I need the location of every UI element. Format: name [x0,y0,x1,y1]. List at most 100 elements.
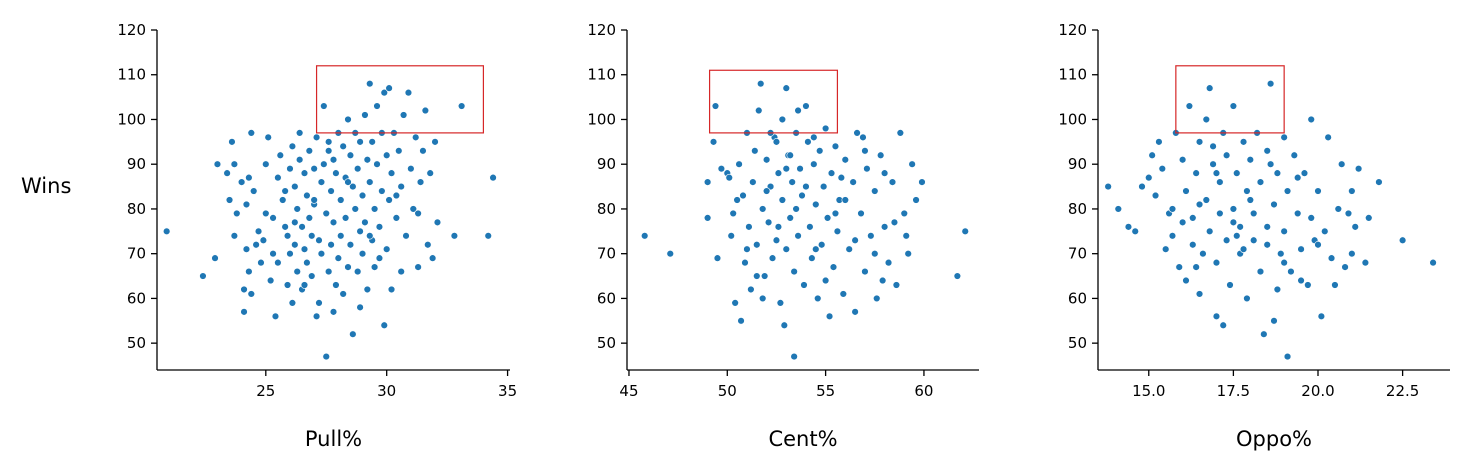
scatter-point [392,214,401,222]
scatter-point [363,156,372,164]
scatter-point [382,151,391,159]
scatter-point [274,173,282,182]
scatter-point [346,151,355,159]
scatter-point [709,138,718,146]
scatter-point [806,223,814,231]
scatter-point [293,267,301,276]
scatter-point [749,178,757,186]
scatter-point [1104,182,1112,191]
x-tick-label: 45 [619,382,638,400]
scatter-point [356,303,364,312]
scatter-point [245,267,253,276]
scatter-point [375,254,384,262]
scatter-point [242,200,251,209]
scatter-point [329,156,338,164]
y-tick-label: 70 [1068,245,1087,263]
scatter-point [774,169,783,177]
scatter-point [387,285,396,294]
scatter-point [317,178,326,186]
scatter-point [1280,258,1288,267]
scatter-point [353,164,362,173]
scatter-point [786,151,794,159]
scatter-point [1161,245,1170,253]
scatter-point [839,290,848,298]
scatter-point [252,241,260,249]
x-tick-label: 17.5 [1217,382,1250,400]
scatter-point [1324,133,1332,142]
scatter-point [407,164,415,173]
scatter-point [1300,169,1309,177]
scatter-point [293,205,301,213]
scatter-point [419,147,427,155]
scatter-point [918,178,926,186]
scatter-point [703,178,712,186]
scatter-point [414,209,422,218]
scatter-point [1314,241,1322,249]
scatter-point [821,276,830,285]
scatter-point [363,285,372,294]
scatter-point [1246,196,1255,204]
scatter-point [399,111,408,119]
scatter-point [199,272,207,280]
scatter-point [421,106,430,115]
scatter-point [247,129,255,137]
x-tick-label: 50 [718,382,737,400]
highlight-box [315,65,485,134]
scatter-point [312,133,321,142]
scatter-point [1297,245,1305,253]
scatter-point [810,160,818,168]
scatter-point [431,138,439,146]
scatter-point [1263,223,1271,231]
scatter-point [961,227,969,236]
scatter-point [283,232,292,240]
scatter-point [291,182,299,191]
scatter-point [867,232,875,240]
scatter-point [859,133,867,142]
scatter-point [762,156,771,164]
scatter-point [1361,258,1370,267]
scatter-point [816,147,824,155]
scatter-point [247,290,255,298]
scatter-point [233,209,241,218]
scatter-point [266,276,275,285]
scatter-point [827,169,836,177]
scatter-point [1260,330,1268,338]
scatter-point [257,258,265,267]
scatter-point [300,169,309,177]
scatter-point [758,205,767,213]
x-tick-label: 25 [256,382,275,400]
scatter-point [1266,79,1275,88]
scatter-point [1249,209,1258,218]
scatter-point [1138,182,1146,191]
scatter-point [741,258,749,267]
scatter-point [1344,209,1353,218]
scatter-point [1195,138,1204,146]
scatter-point [1239,245,1248,253]
x-tick-label: 35 [498,382,517,400]
scatter-point [387,169,396,177]
y-tick-label: 50 [1068,334,1087,352]
scatter-point [1182,187,1190,195]
scatter-point [358,191,367,200]
scatter-point [804,138,812,146]
scatter-point [1124,223,1133,231]
scatter-point [341,214,350,222]
scatter-point [337,232,345,240]
scatter-point [1195,290,1204,298]
scatter-point [1348,187,1356,195]
y-tick-label: 120 [587,21,616,39]
x-tick-label: 55 [816,382,835,400]
scatter-point [1354,164,1363,173]
scatter-point [717,164,726,173]
scatter-point [1199,249,1207,258]
scatter-point [1219,321,1227,329]
scatter-point [1341,263,1349,271]
scatter-point [713,254,722,262]
scatter-point [1270,317,1278,325]
scatter-point [213,160,222,168]
scatter-point [380,88,388,97]
scatter-point [324,147,333,155]
scatter-point [404,88,413,97]
y-tick-label: 100 [1058,110,1087,128]
scatter-point [1145,173,1153,182]
